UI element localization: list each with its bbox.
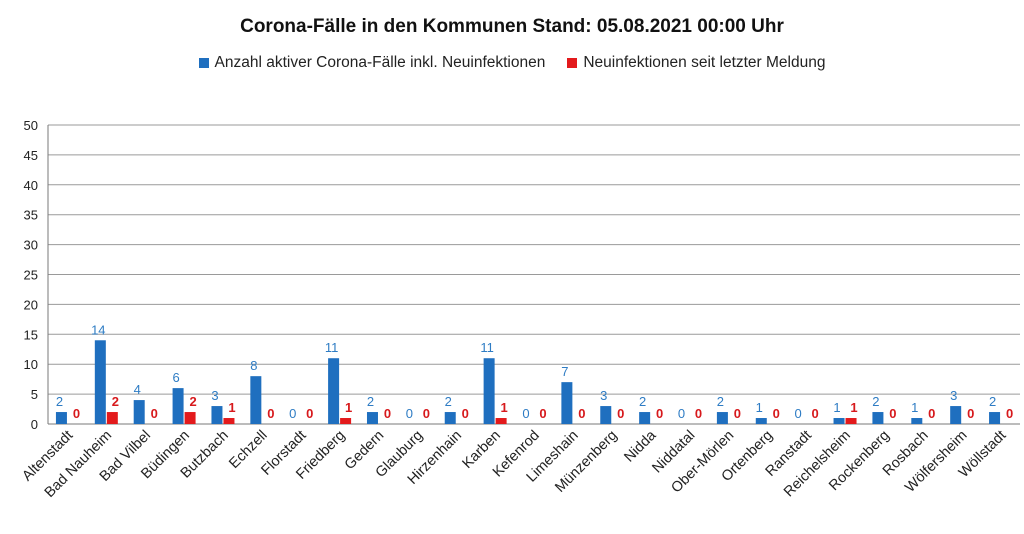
bar-active xyxy=(911,418,923,424)
data-label-new: 1 xyxy=(345,400,352,415)
legend: Anzahl aktiver Corona-Fälle inkl. Neuinf… xyxy=(0,54,1024,72)
legend-item-active: Anzahl aktiver Corona-Fälle inkl. Neuinf… xyxy=(198,54,546,72)
bar-active xyxy=(55,412,67,424)
data-label-new: 0 xyxy=(656,406,663,421)
legend-label-active: Anzahl aktiver Corona-Fälle inkl. Neuinf… xyxy=(214,54,546,71)
bar-active xyxy=(94,340,106,424)
bar-active xyxy=(133,400,145,424)
bar-new xyxy=(223,418,235,424)
bar-active xyxy=(989,412,1001,424)
y-tick-label: 10 xyxy=(24,357,38,372)
y-tick-label: 0 xyxy=(31,417,38,432)
data-label-active: 2 xyxy=(367,394,374,409)
data-label-active: 2 xyxy=(989,394,996,409)
data-label-active: 11 xyxy=(480,340,494,355)
data-label-active: 3 xyxy=(950,388,957,403)
data-label-active: 2 xyxy=(717,394,724,409)
data-label-active: 2 xyxy=(445,394,452,409)
bar-active xyxy=(950,406,962,424)
data-label-new: 0 xyxy=(889,406,896,421)
data-label-new: 0 xyxy=(423,406,430,421)
y-tick-label: 5 xyxy=(31,387,38,402)
data-label-new: 0 xyxy=(928,406,935,421)
data-label-active: 6 xyxy=(172,370,179,385)
data-label-new: 0 xyxy=(73,406,80,421)
data-label-active: 1 xyxy=(911,400,918,415)
data-label-active: 8 xyxy=(250,358,257,373)
bar-new xyxy=(106,412,118,424)
data-label-new: 0 xyxy=(267,406,274,421)
bar-new xyxy=(340,418,352,424)
y-tick-label: 40 xyxy=(24,178,38,193)
bar-active xyxy=(833,418,845,424)
bar-active xyxy=(716,412,728,424)
data-label-active: 11 xyxy=(325,340,339,355)
data-label-new: 0 xyxy=(384,406,391,421)
data-label-active: 14 xyxy=(91,322,105,337)
y-tick-label: 45 xyxy=(24,148,38,163)
data-label-active: 2 xyxy=(872,394,879,409)
data-label-new: 0 xyxy=(462,406,469,421)
data-label-active: 1 xyxy=(756,400,763,415)
y-tick-label: 35 xyxy=(24,208,38,223)
data-label-new: 0 xyxy=(151,406,158,421)
legend-swatch-active xyxy=(198,58,209,68)
bar-new xyxy=(184,412,196,424)
data-label-new: 2 xyxy=(112,394,119,409)
data-label-active: 2 xyxy=(56,394,63,409)
data-label-active: 0 xyxy=(795,406,802,421)
bar-active xyxy=(600,406,612,424)
bar-active xyxy=(872,412,884,424)
bar-active xyxy=(172,388,184,424)
data-label-new: 0 xyxy=(734,406,741,421)
data-label-new: 0 xyxy=(967,406,974,421)
data-label-active: 0 xyxy=(289,406,296,421)
data-label-active: 3 xyxy=(600,388,607,403)
data-label-new: 0 xyxy=(617,406,624,421)
bar-active xyxy=(444,412,456,424)
bar-active xyxy=(483,358,495,424)
bar-active xyxy=(755,418,767,424)
data-label-active: 7 xyxy=(561,364,568,379)
data-label-new: 0 xyxy=(1006,406,1013,421)
bar-active xyxy=(639,412,651,424)
y-tick-label: 15 xyxy=(24,327,38,342)
data-label-new: 2 xyxy=(189,394,196,409)
data-label-new: 1 xyxy=(228,400,235,415)
data-label-new: 0 xyxy=(695,406,702,421)
bar-active xyxy=(561,382,573,424)
data-label-new: 0 xyxy=(812,406,819,421)
data-label-new: 0 xyxy=(773,406,780,421)
data-label-active: 0 xyxy=(406,406,413,421)
data-label-active: 2 xyxy=(639,394,646,409)
chart-title: Corona-Fälle in den Kommunen Stand: 05.0… xyxy=(240,16,784,37)
data-label-new: 0 xyxy=(306,406,313,421)
data-label-active: 3 xyxy=(211,388,218,403)
data-label-new: 0 xyxy=(578,406,585,421)
y-tick-label: 20 xyxy=(24,297,38,312)
data-label-active: 4 xyxy=(134,382,141,397)
y-tick-label: 25 xyxy=(24,268,38,283)
data-label-active: 0 xyxy=(678,406,685,421)
bar-new xyxy=(495,418,507,424)
data-label-new: 0 xyxy=(539,406,546,421)
y-tick-label: 50 xyxy=(24,118,38,133)
bar-active xyxy=(250,376,262,424)
data-label-active: 1 xyxy=(833,400,840,415)
bar-active xyxy=(211,406,223,424)
legend-item-new: Neuinfektionen seit letzter Meldung xyxy=(567,54,825,72)
bar-active xyxy=(366,412,378,424)
legend-label-new: Neuinfektionen seit letzter Meldung xyxy=(583,54,826,71)
data-label-new: 1 xyxy=(850,400,857,415)
data-label-active: 0 xyxy=(522,406,529,421)
bar-active xyxy=(328,358,340,424)
bar-new xyxy=(845,418,857,424)
legend-swatch-new xyxy=(567,58,578,68)
data-label-new: 1 xyxy=(501,400,508,415)
y-tick-label: 30 xyxy=(24,238,38,253)
